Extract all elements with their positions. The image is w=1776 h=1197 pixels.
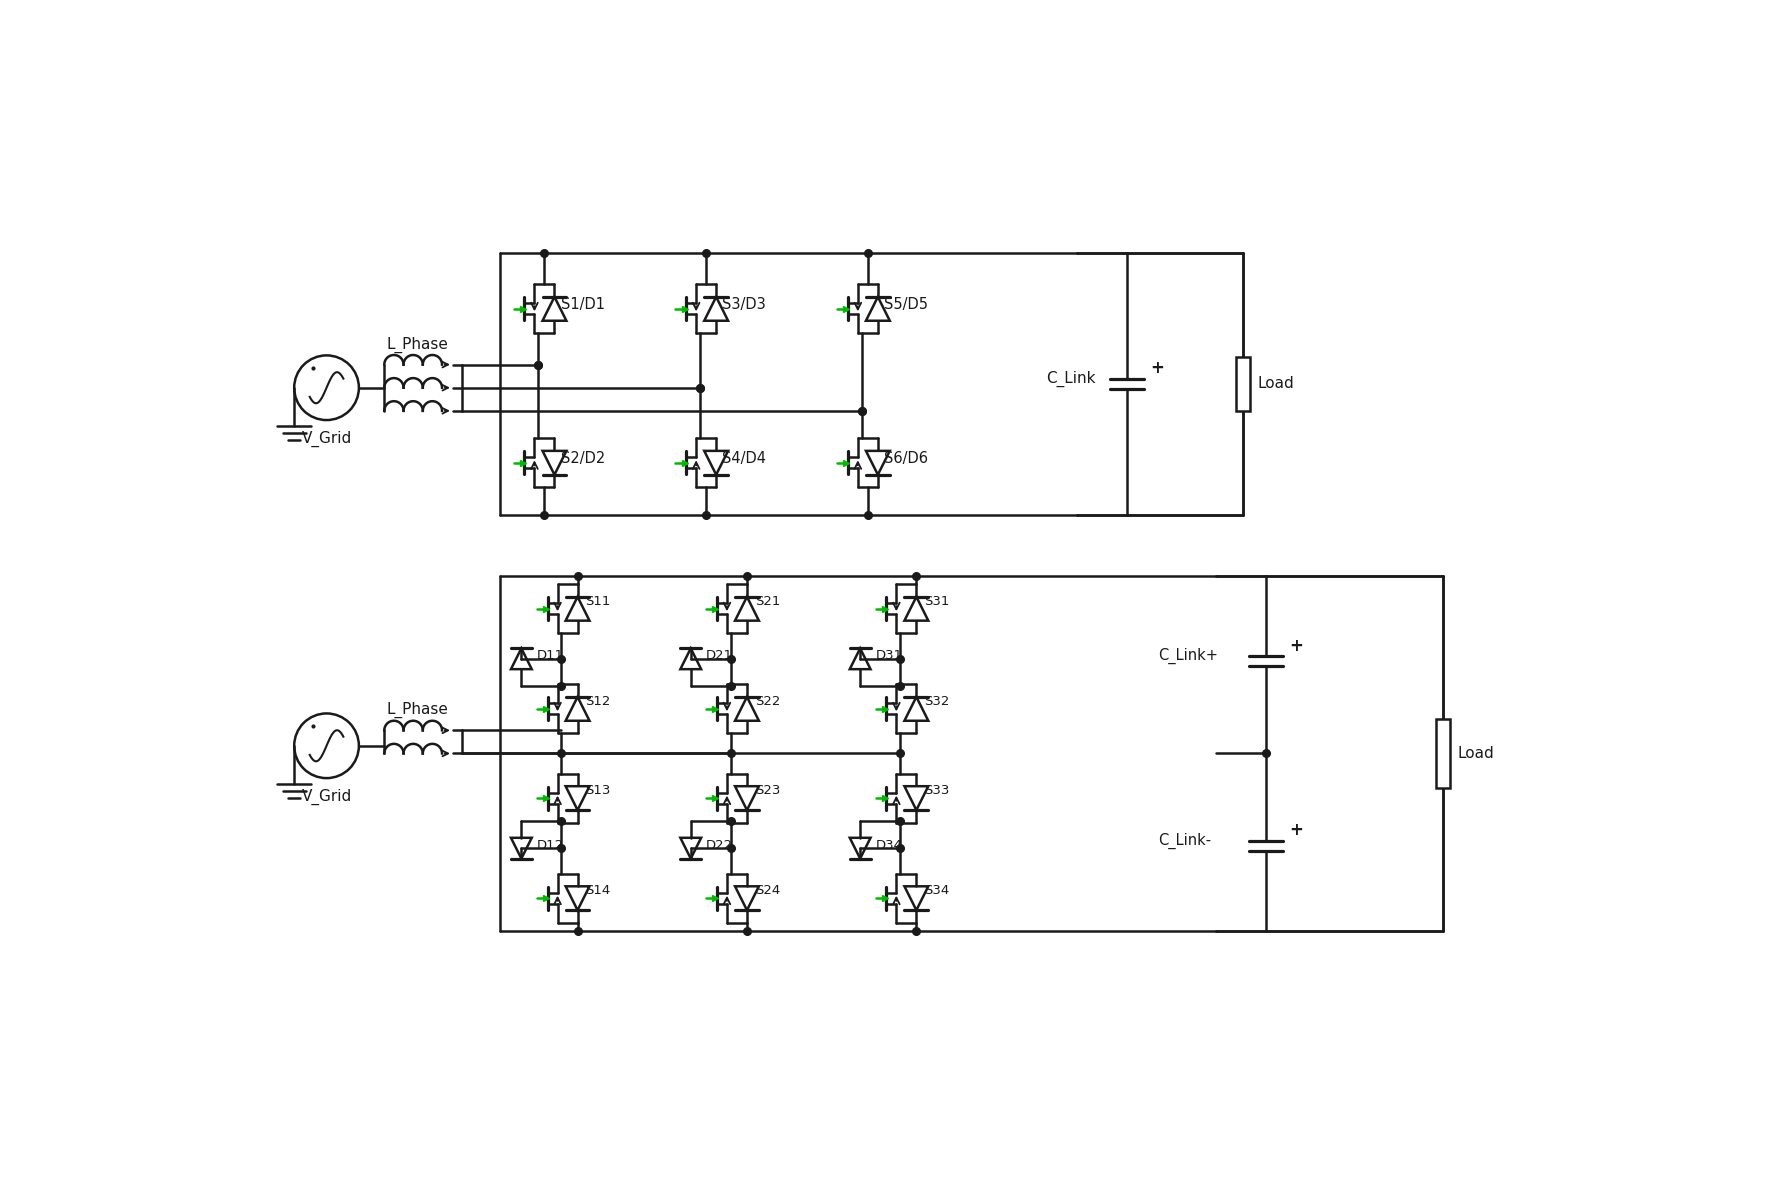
- Text: L_Phase: L_Phase: [385, 703, 448, 718]
- Text: D34: D34: [876, 839, 902, 851]
- Text: S13: S13: [586, 784, 611, 797]
- Text: S23: S23: [755, 784, 780, 797]
- Text: V_Grid: V_Grid: [302, 431, 352, 448]
- Text: S24: S24: [755, 885, 780, 897]
- Text: C_Link: C_Link: [1046, 370, 1096, 387]
- Text: Load: Load: [1458, 746, 1494, 761]
- Text: S22: S22: [755, 694, 780, 707]
- Text: S2/D2: S2/D2: [561, 451, 606, 466]
- Text: C_Link-: C_Link-: [1158, 832, 1211, 849]
- Text: S31: S31: [924, 595, 950, 608]
- Text: L_Phase: L_Phase: [385, 336, 448, 353]
- Text: +: +: [1151, 359, 1165, 377]
- Text: D31: D31: [876, 649, 902, 662]
- Text: +: +: [1289, 637, 1304, 655]
- Text: S12: S12: [586, 694, 611, 707]
- Text: S1/D1: S1/D1: [561, 297, 604, 311]
- Bar: [1236, 357, 1250, 411]
- Text: S21: S21: [755, 595, 780, 608]
- Text: S4/D4: S4/D4: [723, 451, 765, 466]
- Text: +: +: [1289, 821, 1304, 839]
- Text: S6/D6: S6/D6: [884, 451, 929, 466]
- Text: D22: D22: [707, 839, 733, 851]
- Text: D21: D21: [707, 649, 733, 662]
- Text: D11: D11: [536, 649, 563, 662]
- Text: V_Grid: V_Grid: [302, 789, 352, 806]
- Text: Load: Load: [1257, 376, 1295, 391]
- Text: C_Link+: C_Link+: [1158, 648, 1218, 664]
- Text: S33: S33: [924, 784, 950, 797]
- Bar: [1437, 719, 1449, 788]
- Text: D12: D12: [536, 839, 563, 851]
- Text: S3/D3: S3/D3: [723, 297, 765, 311]
- Text: S11: S11: [586, 595, 611, 608]
- Text: S34: S34: [924, 885, 950, 897]
- Text: S32: S32: [924, 694, 950, 707]
- Text: S14: S14: [586, 885, 611, 897]
- Text: S5/D5: S5/D5: [884, 297, 929, 311]
